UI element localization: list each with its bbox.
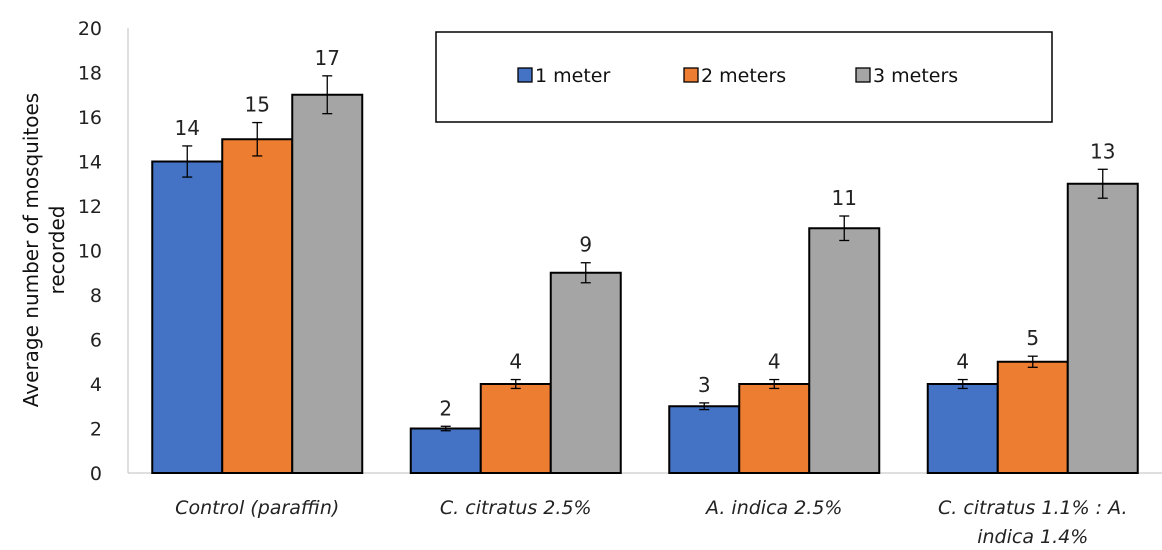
y-tick-label: 20 — [78, 18, 102, 40]
y-tick-label: 10 — [78, 241, 102, 263]
y-axis-label: Average number of mosquitoes recorded — [19, 93, 69, 407]
legend-label: 1 meter — [535, 65, 610, 87]
data-label: 9 — [579, 233, 592, 257]
data-label: 3 — [698, 373, 711, 397]
y-tick-label: 12 — [78, 196, 102, 218]
y-axis-title: Average number of mosquitoes recorded — [19, 93, 69, 407]
category-labels: Control (paraffin) C. citratus 2.5% A. ind… — [175, 497, 1127, 548]
data-label: 4 — [768, 350, 781, 374]
y-tick-label: 2 — [90, 419, 102, 441]
y-tick-label: 6 — [90, 330, 102, 352]
legend-swatch — [683, 67, 699, 83]
bar — [409, 427, 482, 474]
data-labels: 14 15 17 2 4 9 3 4 11 4 5 13 — [175, 46, 1116, 420]
data-label: 17 — [315, 46, 340, 70]
y-axis-ticks: 0 2 4 6 8 10 12 14 16 18 20 — [78, 18, 102, 485]
data-label: 15 — [245, 93, 270, 117]
legend-label: 2 meters — [701, 65, 786, 87]
bar — [996, 360, 1069, 474]
bars — [151, 93, 1139, 474]
bar — [291, 93, 364, 474]
data-label: 4 — [509, 350, 522, 374]
x-tick-label: Control (paraffin) — [175, 497, 339, 519]
y-tick-label: 4 — [90, 374, 102, 396]
x-tick-label-line: C. citratus 1.1% : A. — [938, 497, 1128, 519]
x-tick-label-line: Control (paraffin) — [175, 497, 339, 519]
y-tick-label: 0 — [90, 463, 102, 485]
x-tick-label-line: A. indica 2.5% — [704, 497, 843, 519]
bar — [926, 383, 999, 474]
bar — [151, 160, 224, 474]
data-label: 5 — [1026, 326, 1039, 350]
data-label: 11 — [832, 186, 857, 210]
x-tick-label-line: indica 1.4% — [977, 526, 1088, 548]
data-label: 14 — [175, 116, 200, 140]
x-tick-label: C. citratus 1.1% : A. indica 1.4% — [938, 497, 1128, 548]
bar — [549, 271, 622, 474]
bar — [668, 405, 741, 474]
legend-swatch — [517, 67, 533, 83]
y-tick-label: 8 — [90, 285, 102, 307]
data-label: 4 — [956, 350, 969, 374]
legend: 1 meter 2 meters 3 meters — [435, 31, 1053, 123]
error-bars — [182, 75, 1108, 432]
x-tick-label: C. citratus 2.5% — [440, 497, 592, 519]
bar — [808, 227, 881, 474]
y-tick-label: 18 — [78, 63, 102, 85]
legend-box — [435, 31, 1053, 123]
y-axis-title-line: recorded — [45, 206, 69, 295]
y-tick-label: 16 — [78, 107, 102, 129]
bar — [221, 138, 294, 474]
x-tick-label-line: C. citratus 2.5% — [440, 497, 592, 519]
y-axis-title-line: Average number of mosquitoes — [19, 93, 43, 407]
y-tick-label: 14 — [78, 152, 102, 174]
bar — [479, 383, 552, 474]
bar — [1066, 182, 1139, 474]
data-label: 13 — [1090, 139, 1115, 163]
legend-swatch — [855, 67, 871, 83]
x-tick-label: A. indica 2.5% — [704, 497, 843, 519]
legend-label: 3 meters — [873, 65, 958, 87]
bar — [738, 383, 811, 474]
data-label: 2 — [439, 396, 452, 420]
